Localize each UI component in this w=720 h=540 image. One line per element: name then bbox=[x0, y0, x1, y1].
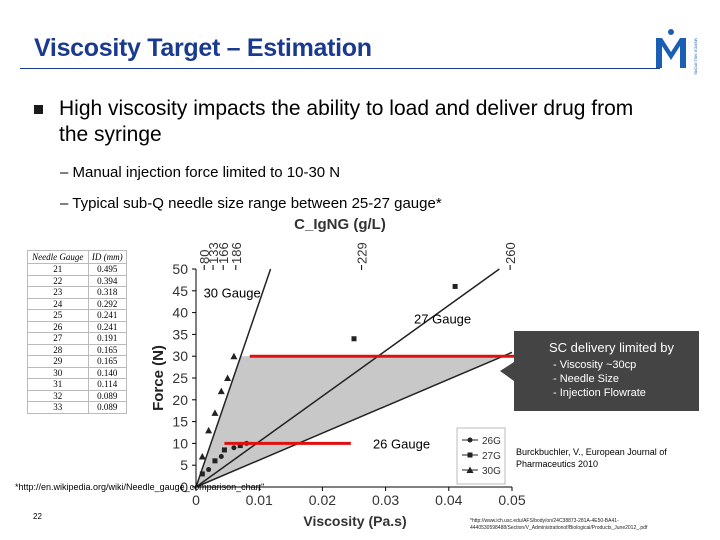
x-tick-label: 0.05 bbox=[498, 492, 525, 508]
series-line-27G bbox=[195, 268, 500, 488]
gauge-annotation: 30 Gauge bbox=[204, 285, 261, 300]
x-tick-label: 0.02 bbox=[309, 492, 336, 508]
callout-pointer bbox=[500, 362, 514, 381]
data-point-27G bbox=[199, 471, 205, 477]
merck-logo: MERCK MILLIPORE bbox=[656, 29, 699, 75]
table-row: 33 0.089 bbox=[27, 401, 128, 414]
logo-text: MERCK MILLIPORE bbox=[694, 38, 699, 75]
needle-gauge-table: Needle Gauge ID (mm) 21 0.495 22 0.394 23 0.3… bbox=[27, 250, 128, 414]
table-row: 29 0.165 bbox=[27, 355, 128, 368]
logo-bar-right bbox=[680, 38, 686, 68]
gauge-annotation: 27 Gauge bbox=[414, 312, 471, 327]
data-point-30G bbox=[230, 352, 238, 360]
series-line-30G bbox=[195, 268, 272, 488]
table-cell-id: 0.089 bbox=[87, 401, 128, 414]
logo-bar-left bbox=[656, 38, 662, 68]
data-point-27G bbox=[221, 447, 227, 453]
top-tick-label: 166 bbox=[216, 242, 231, 264]
data-point-30G bbox=[205, 426, 213, 434]
x-tick-label: 0.04 bbox=[435, 492, 462, 508]
data-point-26G bbox=[218, 453, 224, 459]
x-tick-label: 0 bbox=[192, 492, 200, 508]
table-row: 30 0.140 bbox=[27, 366, 128, 379]
x-tick-label: 0.03 bbox=[372, 492, 399, 508]
sub-bullet-force: – Manual injection force limited to 10-3… bbox=[60, 164, 341, 181]
data-point-30G bbox=[211, 409, 219, 416]
y-tick-label: 0 bbox=[180, 479, 188, 495]
shaded-feasible-region bbox=[196, 356, 519, 487]
legend-label-30G: 30G bbox=[482, 466, 501, 477]
data-point-30G bbox=[217, 387, 225, 395]
table-header-id: ID (mm) bbox=[87, 250, 128, 264]
x-tick-label: 0.01 bbox=[246, 492, 273, 508]
bullet-text: High viscosity impacts the ability to lo… bbox=[59, 97, 634, 146]
chart-title: C_IgNG (g/L) bbox=[294, 216, 386, 233]
y-tick-label: 35 bbox=[172, 326, 188, 342]
y-tick-label: 50 bbox=[172, 261, 188, 277]
legend-marker-27G bbox=[467, 452, 473, 458]
footnote-reference: *http://www.ich.usc.edu/AFS/body/on/24C3… bbox=[470, 518, 648, 531]
data-point-27G bbox=[212, 458, 218, 464]
y-tick-label: 5 bbox=[180, 457, 188, 473]
data-point-27G bbox=[452, 283, 458, 289]
slide-title: Viscosity Target – Estimation bbox=[34, 34, 372, 62]
callout-box bbox=[514, 331, 699, 411]
legend-label-26G: 26G bbox=[482, 436, 501, 447]
legend-marker-26G bbox=[467, 437, 473, 443]
top-tick-label: 80 bbox=[197, 250, 212, 264]
logo-dot bbox=[668, 29, 674, 35]
page-number: 22 bbox=[33, 512, 42, 521]
y-tick-label: 30 bbox=[172, 348, 188, 364]
data-point-27G bbox=[237, 443, 243, 449]
data-point-30G bbox=[224, 374, 232, 381]
chart-citation: Burckbuchler, V., European Journal of Pha… bbox=[516, 447, 667, 469]
table-row: 26 0.241 bbox=[27, 320, 128, 333]
footnote-wiki-link: *http://en.wikipedia.org/wiki/Needle_gau… bbox=[15, 482, 265, 492]
callout-line: - Injection Flowrate bbox=[553, 387, 646, 399]
series-line-26G bbox=[195, 351, 513, 488]
bullet-square-icon bbox=[34, 105, 43, 114]
y-axis-label: Force (N) bbox=[150, 345, 167, 411]
y-tick-label: 10 bbox=[172, 435, 188, 451]
data-point-30G bbox=[198, 452, 206, 460]
data-point-26G bbox=[206, 467, 212, 473]
y-tick-label: 15 bbox=[172, 414, 188, 430]
y-tick-label: 40 bbox=[172, 305, 188, 321]
x-axis-label: Viscosity (Pa.s) bbox=[303, 513, 406, 529]
top-tick-label: 260 bbox=[503, 242, 518, 264]
y-tick-label: 25 bbox=[172, 370, 188, 386]
top-tick-label: 229 bbox=[355, 242, 370, 264]
table-row: 22 0.394 bbox=[27, 274, 128, 287]
gauge-annotation: 26 Gauge bbox=[373, 437, 430, 452]
legend-box bbox=[456, 427, 506, 485]
data-point-26G bbox=[231, 445, 237, 451]
callout-line: - Viscosity ~30cp bbox=[553, 359, 636, 371]
callout-title: SC delivery limited by bbox=[549, 340, 674, 355]
top-tick-label: 133 bbox=[206, 242, 221, 264]
title-divider bbox=[20, 68, 660, 69]
legend-marker-30G bbox=[466, 466, 474, 473]
legend-label-27G: 27G bbox=[482, 451, 501, 462]
y-tick-label: 45 bbox=[172, 283, 188, 299]
y-tick-label: 20 bbox=[172, 392, 188, 408]
logo-chevron bbox=[662, 38, 680, 60]
data-point-27G bbox=[351, 336, 357, 342]
sub-bullet-needle: – Typical sub-Q needle size range betwee… bbox=[60, 195, 442, 212]
callout-line: - Needle Size bbox=[553, 373, 619, 385]
top-tick-label: 186 bbox=[229, 242, 244, 264]
